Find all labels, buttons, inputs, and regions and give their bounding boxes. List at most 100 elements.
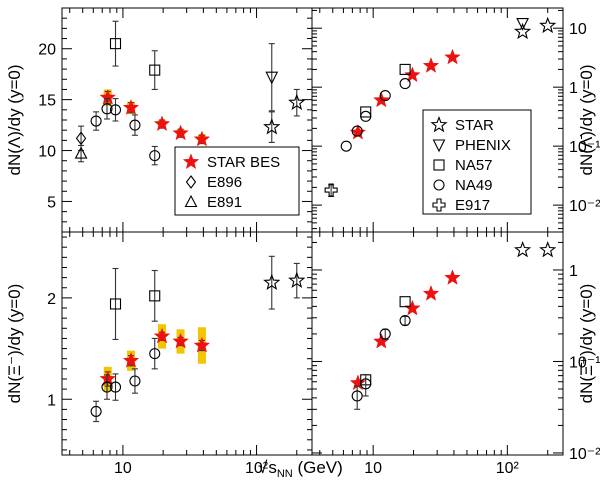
na57-point: [360, 106, 372, 118]
x-axis-label-unit: (GeV): [293, 458, 343, 477]
star-bes-point: [422, 57, 440, 73]
star-bes-point: [193, 336, 211, 353]
na57-point: [399, 63, 411, 75]
na49-point: [149, 150, 161, 162]
x-tick-label: 10²: [496, 460, 520, 477]
y-tick-label: 10⁻¹: [569, 354, 600, 371]
na49-point: [340, 140, 352, 152]
na49-point: [399, 78, 411, 90]
star-point: [539, 241, 557, 258]
x-axis-label: √sNN (GeV): [258, 458, 343, 480]
y-axis-label: dN(Λ̄)/dy (y=0): [577, 64, 596, 175]
na49-point: [360, 378, 372, 390]
y-tick-label: 2: [47, 291, 56, 308]
x-tick-label: 10: [364, 460, 382, 477]
na49-point: [101, 381, 113, 393]
star-bes-point: [373, 332, 390, 349]
na49-point: [109, 381, 122, 393]
phenix-point: [265, 71, 279, 85]
star-bes-point: [349, 374, 367, 391]
na49-point: [109, 104, 122, 116]
star-point: [263, 118, 281, 135]
star-bes-point: [172, 332, 189, 349]
na57-point: [399, 296, 411, 308]
y-tick-label: 1: [569, 80, 578, 97]
na49-point: [379, 90, 391, 102]
star-bes-point: [444, 48, 461, 65]
legend-marker: [432, 139, 446, 153]
legend-marker: [185, 175, 197, 189]
y-tick-label: 10: [569, 21, 587, 38]
star-bes-point: [193, 130, 211, 147]
legend-layer: STAR BES E896 E891 STAR PHENIX NA57 NA49 E917: [174, 109, 532, 216]
star-point: [288, 93, 306, 111]
legend-label: STAR: [455, 117, 494, 134]
y-axis-label: dN(Ξ⁻)/dy (y=0): [5, 284, 24, 404]
star-point: [514, 22, 532, 40]
legend-marker: [184, 194, 198, 208]
na49-point: [351, 390, 363, 402]
legend-label: NA49: [455, 177, 493, 194]
star-bes-point: [99, 88, 117, 105]
star-point: [539, 16, 557, 34]
y-axis-label: dN(Λ)/dy (y=0): [5, 64, 24, 175]
legend-label: PHENIX: [455, 137, 511, 154]
na49-point: [149, 348, 161, 360]
star-bes-point: [122, 351, 140, 368]
na57-point: [109, 38, 122, 50]
x-axis-label-main: s: [268, 458, 277, 477]
legend-marker: [432, 198, 446, 212]
star-bes-point: [444, 269, 461, 285]
na49-point: [129, 375, 141, 387]
star-bes-point: [153, 115, 171, 132]
star-point: [288, 271, 306, 288]
y-tick-label: 20: [38, 42, 56, 59]
sqrt-symbol: √: [258, 458, 268, 477]
y-tick-label: 10: [38, 144, 56, 161]
na49-point: [129, 119, 141, 131]
star-bes-point: [153, 327, 171, 344]
star-point: [514, 241, 532, 258]
star-bes-point: [422, 284, 440, 301]
x-tick-label: 10²: [245, 460, 269, 477]
legend-box: [174, 146, 300, 216]
legend-marker: [430, 115, 448, 133]
y-tick-label: 10⁻¹: [569, 139, 600, 156]
na49-point: [379, 328, 391, 340]
y-tick-label: 15: [38, 93, 56, 110]
e896-point: [75, 131, 87, 146]
e891-point: [74, 146, 88, 159]
star-bes-point: [404, 299, 421, 316]
data-layer: [74, 16, 557, 423]
na49-point: [360, 110, 372, 122]
star-bes-point: [172, 124, 189, 141]
phenix-point: [516, 17, 530, 31]
y-tick-label: 5: [47, 194, 56, 211]
y-tick-label: 10⁻²: [569, 198, 600, 215]
na57-point: [109, 298, 122, 310]
na49-point: [399, 315, 411, 327]
x-axis-label-sub: NN: [277, 468, 293, 480]
legend-label: E917: [455, 197, 490, 214]
legend-label: STAR BES: [207, 154, 280, 171]
star-bes-point: [122, 99, 140, 115]
na49-point: [90, 115, 102, 127]
e917-point: [324, 183, 338, 197]
labels-layer: √sNN (GeV): [258, 458, 343, 480]
legend-marker: [433, 179, 445, 191]
legend-box: [422, 109, 532, 215]
na49-point: [351, 125, 363, 137]
star-bes-point: [404, 66, 421, 83]
legend-label: E891: [207, 194, 242, 211]
na49-point: [101, 103, 113, 115]
star-point: [263, 273, 281, 290]
x-tick-label: 10: [114, 460, 132, 477]
legend-marker: [433, 159, 445, 171]
y-tick-label: 1: [47, 392, 56, 409]
legend-label: NA57: [455, 157, 493, 174]
na57-point: [149, 290, 161, 302]
y-axis-label: dN(Ξ̄⁺)/dy (y=0): [577, 284, 596, 404]
legend-marker: [182, 153, 200, 170]
